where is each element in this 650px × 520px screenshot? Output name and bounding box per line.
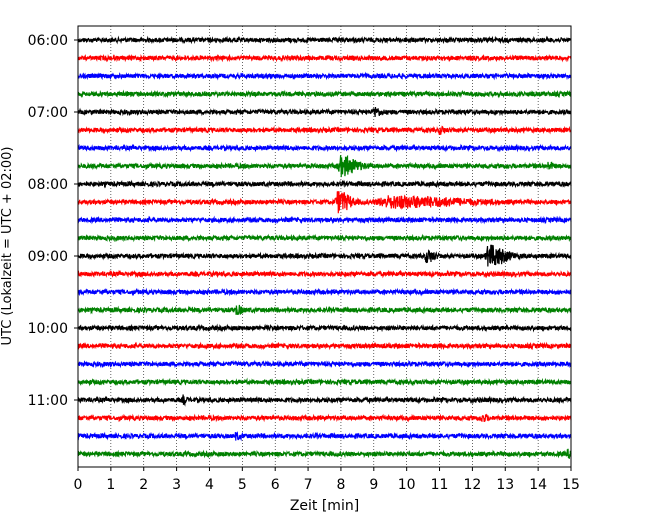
x-tick-label: 6 xyxy=(271,477,280,493)
trace-1115 xyxy=(77,413,572,423)
trace-0730 xyxy=(77,143,572,153)
trace-0800 xyxy=(77,179,572,189)
y-axis-label: UTC (Lokalzeit = UTC + 02:00) xyxy=(0,147,15,346)
x-tick-label: 15 xyxy=(562,477,580,493)
trace-0815 xyxy=(77,190,572,214)
y-tick-label: 08:00 xyxy=(28,177,68,193)
trace-0615 xyxy=(77,53,572,63)
trace-1045 xyxy=(77,377,572,387)
y-axis-ticks: 06:00 07:00 08:00 09:00 10:00 11:00 xyxy=(28,33,78,409)
trace-0945 xyxy=(77,304,572,315)
trace-0630 xyxy=(77,71,572,81)
x-tick-label: 13 xyxy=(496,477,514,493)
trace-1000 xyxy=(77,323,572,333)
y-tick-label: 11:00 xyxy=(28,393,68,409)
trace-0845 xyxy=(77,233,572,243)
trace-0900 xyxy=(77,244,572,267)
trace-0700 xyxy=(77,106,572,117)
y-tick-label: 10:00 xyxy=(28,321,68,337)
seismic-traces xyxy=(77,35,572,459)
x-tick-label: 12 xyxy=(463,477,481,493)
x-tick-label: 10 xyxy=(398,477,416,493)
y-tick-label: 07:00 xyxy=(28,105,68,121)
trace-0645 xyxy=(77,89,572,99)
x-tick-label: 2 xyxy=(139,477,148,493)
x-tick-label: 11 xyxy=(431,477,449,493)
trace-1015 xyxy=(77,341,572,351)
x-tick-label: 14 xyxy=(529,477,547,493)
trace-1145 xyxy=(77,448,572,459)
trace-1030 xyxy=(77,359,572,369)
x-tick-label: 7 xyxy=(304,477,313,493)
x-tick-label: 3 xyxy=(172,477,181,493)
x-axis-label: Zeit [min] xyxy=(290,498,359,514)
x-tick-label: 5 xyxy=(238,477,247,493)
plot-frame xyxy=(77,25,572,468)
trace-1100 xyxy=(77,394,572,407)
trace-0745 xyxy=(77,154,572,178)
x-tick-label: 0 xyxy=(74,477,83,493)
y-tick-label: 06:00 xyxy=(28,33,68,49)
x-tick-label: 9 xyxy=(369,477,378,493)
trace-0600 xyxy=(77,35,572,45)
trace-0830 xyxy=(77,215,572,225)
x-tick-label: 4 xyxy=(205,477,214,493)
x-axis-ticks: 0 1 2 3 4 5 6 7 8 9 10 11 12 13 14 15 xyxy=(74,467,580,493)
trace-0715 xyxy=(77,125,572,136)
y-tick-label: 09:00 xyxy=(28,249,68,265)
trace-0930 xyxy=(77,287,572,297)
trace-1130 xyxy=(77,430,572,442)
trace-0915 xyxy=(77,269,572,279)
x-tick-label: 8 xyxy=(336,477,345,493)
x-tick-label: 1 xyxy=(106,477,115,493)
